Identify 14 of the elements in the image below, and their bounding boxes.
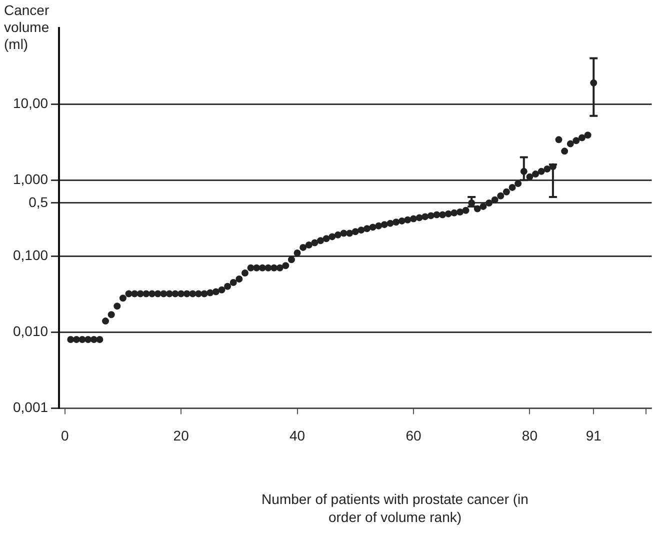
y-tick-label: 0,100	[12, 246, 48, 263]
y-tick-label: 1,000	[12, 170, 48, 187]
x-tick-label: 80	[522, 427, 538, 444]
x-axis-title: Number of patients with prostate cancer (in order of volume rank)	[260, 490, 530, 526]
x-tick-label: 60	[406, 427, 422, 444]
x-tick-label: 40	[289, 427, 306, 444]
x-tick-label: 91	[586, 427, 602, 444]
x-tick-label: 20	[173, 427, 190, 444]
x-tick-label: 0	[60, 427, 69, 444]
y-tick-label: 0,010	[12, 323, 48, 340]
y-tick-label: 0,5	[28, 194, 48, 210]
y-tick-label: 10,00	[12, 94, 48, 111]
y-axis-title: Cancer volume (ml)	[4, 2, 50, 53]
y-tick-label: 0,001	[12, 399, 48, 416]
